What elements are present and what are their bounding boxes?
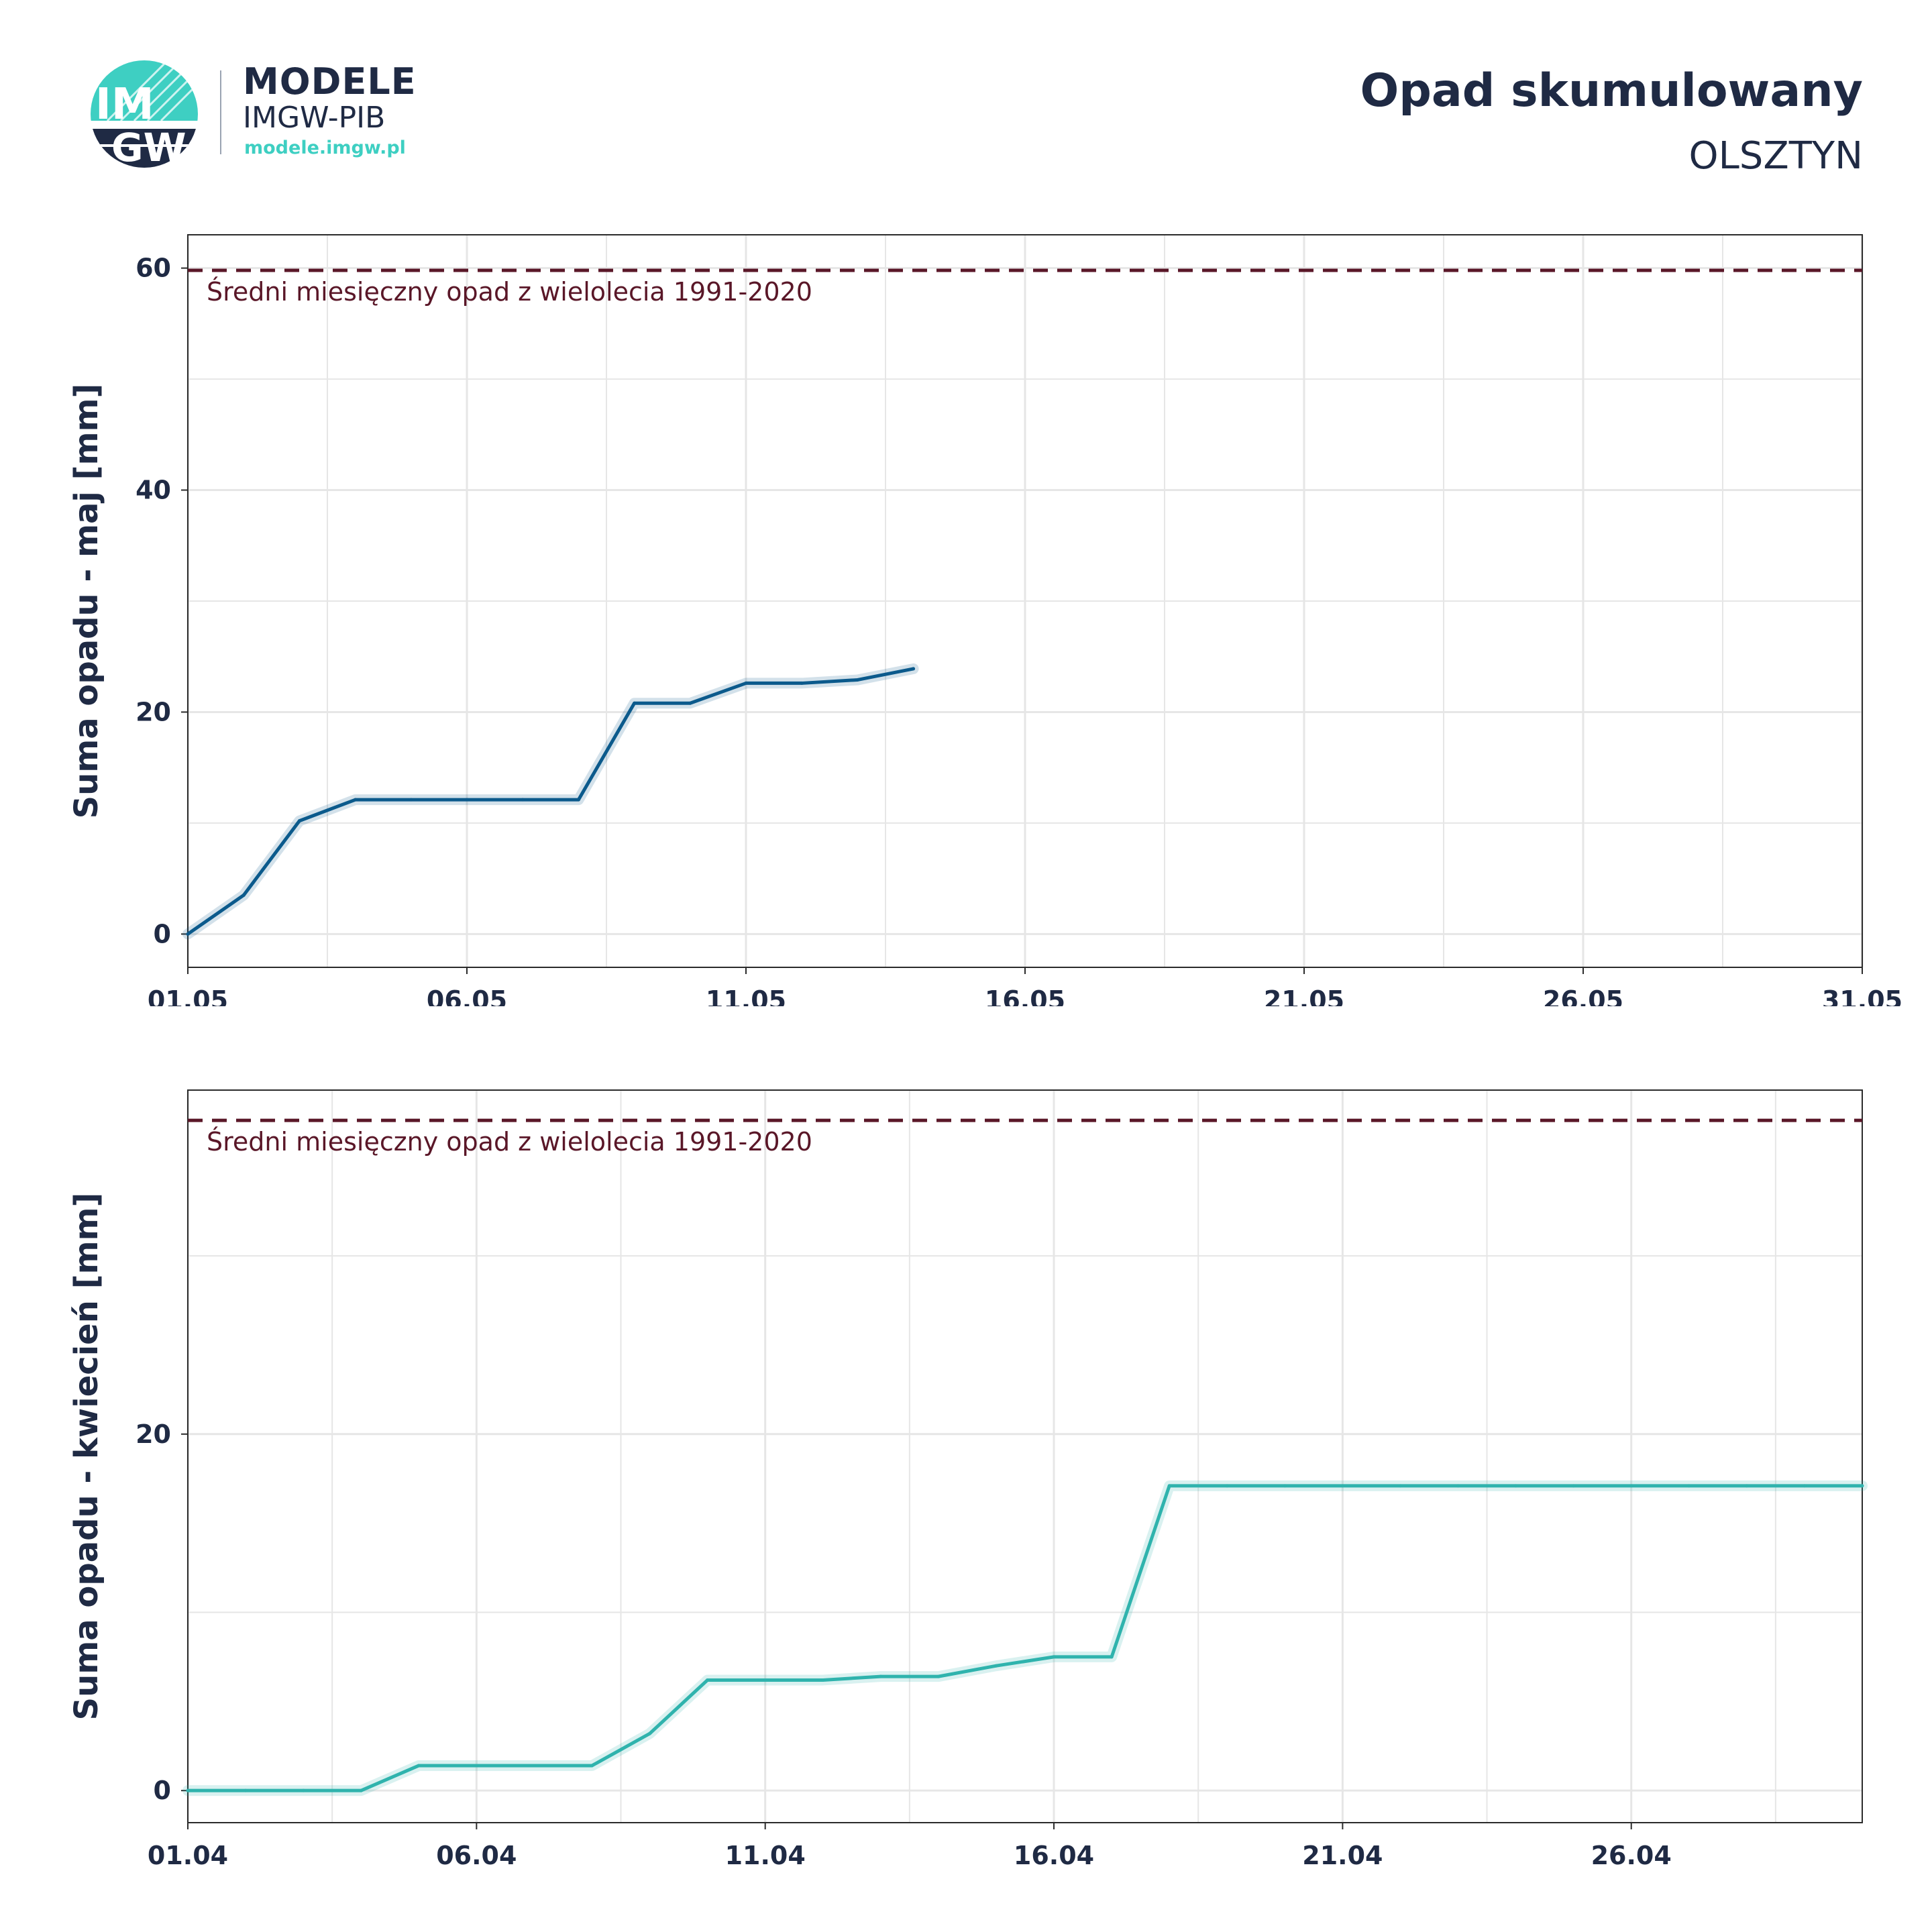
- data-point: [532, 1764, 536, 1768]
- y-tick-label: 40: [136, 476, 171, 505]
- data-point: [409, 798, 413, 802]
- x-tick-label: 01.04: [148, 1841, 228, 1870]
- data-point: [1340, 1484, 1344, 1488]
- brand-url[interactable]: modele.imgw.pl: [244, 138, 406, 158]
- data-point: [1110, 1655, 1114, 1659]
- plot-frame: [187, 1089, 1863, 1823]
- data-point: [417, 1764, 421, 1768]
- brand-subtitle: IMGW-PIB: [243, 101, 386, 135]
- x-tick-label: 16.05: [985, 985, 1065, 1006]
- data-point: [936, 1674, 941, 1678]
- grid: [186, 1090, 1862, 1823]
- data-point: [359, 1788, 363, 1792]
- header: IM GW MODELE IMGW-PIB modele.imgw.pl Opa…: [0, 0, 1932, 201]
- data-point: [1514, 1484, 1518, 1488]
- y-tick-label: 20: [136, 1419, 171, 1449]
- y-tick-label: 0: [154, 1776, 171, 1805]
- data-point: [1167, 1484, 1171, 1488]
- y-axis-label: Suma opadu - maj [mm]: [68, 384, 105, 819]
- reference-label: Średni miesięczny opad z wielolecia 1991…: [207, 277, 812, 307]
- brand-name: MODELE: [243, 60, 417, 103]
- data-point: [1052, 1655, 1056, 1659]
- data-point: [1225, 1484, 1229, 1488]
- x-tick-label: 11.05: [706, 985, 786, 1006]
- data-point: [301, 1788, 305, 1792]
- x-tick-label: 26.04: [1591, 1841, 1672, 1870]
- y-tick-label: 0: [154, 919, 171, 949]
- x-tick-label: 16.04: [1014, 1841, 1094, 1870]
- data-point: [1629, 1484, 1633, 1488]
- y-tick-label: 20: [136, 697, 171, 727]
- page-subtitle: OLSZTYN: [1688, 134, 1864, 178]
- data-point: [821, 1678, 825, 1682]
- data-point: [186, 1788, 190, 1792]
- x-tick-label: 31.05: [1822, 985, 1902, 1006]
- logo-text-bottom: GW: [111, 125, 186, 170]
- x-tick-label: 11.04: [725, 1841, 806, 1870]
- data-point: [994, 1664, 998, 1668]
- y-tick-label: 60: [136, 254, 171, 283]
- data-point: [688, 701, 692, 705]
- data-point: [1745, 1484, 1749, 1488]
- x-tick-label: 06.04: [436, 1841, 517, 1870]
- x-tick-label: 06.05: [427, 985, 507, 1006]
- data-point: [244, 1788, 248, 1792]
- data-point: [1283, 1484, 1287, 1488]
- data-point: [800, 681, 804, 685]
- series-band: [182, 1480, 1868, 1796]
- x-tick-label: 26.05: [1543, 985, 1623, 1006]
- data-point: [297, 819, 301, 823]
- data-point: [1803, 1484, 1807, 1488]
- data-point: [590, 1764, 594, 1768]
- data-point: [521, 798, 525, 802]
- data-point: [241, 893, 246, 897]
- data-point: [912, 667, 916, 671]
- data-point: [879, 1674, 883, 1678]
- data-point: [1572, 1484, 1576, 1488]
- series-line: [186, 667, 914, 936]
- data-point: [763, 1678, 767, 1682]
- data-point: [576, 798, 580, 802]
- data-point: [186, 932, 190, 936]
- data-point: [1860, 1484, 1864, 1488]
- series-line: [188, 1484, 1862, 1792]
- grid: [186, 235, 1864, 967]
- data-point: [633, 701, 637, 705]
- data-point: [1687, 1484, 1691, 1488]
- data-point: [465, 798, 469, 802]
- data-point: [354, 798, 358, 802]
- x-tick-label: 21.05: [1264, 985, 1344, 1006]
- imgw-logo: IM GW: [91, 60, 198, 170]
- data-point: [648, 1731, 652, 1735]
- data-point: [1398, 1484, 1402, 1488]
- logo-text-top: IM: [95, 80, 154, 129]
- page-title: Opad skumulowany: [1360, 64, 1863, 117]
- x-tick-label: 21.04: [1302, 1841, 1383, 1870]
- data-point: [1456, 1484, 1460, 1488]
- brand-separator: [220, 70, 221, 154]
- y-axis-label: Suma opadu - kwiecień [mm]: [68, 1193, 105, 1721]
- data-point: [744, 681, 748, 685]
- reference-label: Średni miesięczny opad z wielolecia 1991…: [207, 1127, 812, 1157]
- x-tick-label: 01.05: [148, 985, 228, 1006]
- chart-may: 01.05 06.05 11.05 16.05 21.05 26.05 31.05 0 20 40…: [68, 234, 1902, 1006]
- data-point: [474, 1764, 478, 1768]
- data-point: [706, 1678, 710, 1682]
- data-point: [855, 678, 859, 682]
